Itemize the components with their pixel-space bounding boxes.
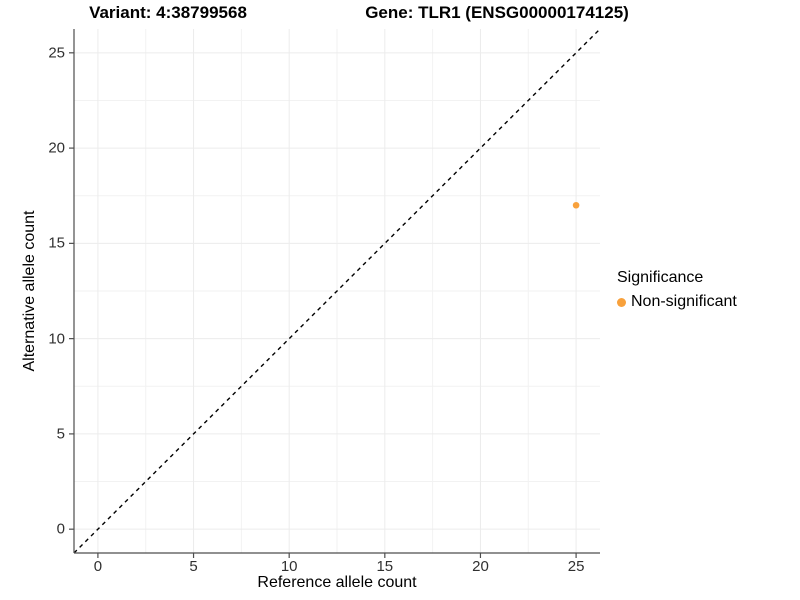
y-tick-label: 15 [48, 234, 65, 252]
y-tick-label: 20 [48, 139, 65, 157]
y-tick-label: 5 [56, 425, 65, 443]
y-tick-label: 10 [48, 330, 65, 348]
legend-item-non-significant: Non-significant [617, 293, 737, 311]
orange-circle-icon [617, 297, 626, 307]
x-axis-label: Reference allele count [257, 574, 417, 591]
x-tick-label: 0 [93, 558, 103, 575]
x-tick-label: 5 [189, 558, 198, 575]
x-tick-label: 25 [567, 558, 585, 575]
gene-title: Gene: TLR1 (ENSG00000174125) [365, 3, 629, 22]
x-tick-label: 10 [280, 558, 298, 575]
legend: Significance Non-significant [617, 269, 737, 311]
y-axis-label: Alternative allele count [21, 210, 38, 372]
data-point [572, 201, 580, 209]
x-tick-label: 15 [376, 558, 394, 575]
variant-title: Variant: 4:38799568 [89, 3, 247, 22]
y-tick-label: 0 [56, 520, 65, 538]
identity-dashed-line [73, 28, 601, 554]
y-tick-label: 25 [48, 44, 65, 62]
legend-item-label: Non-significant [631, 293, 737, 310]
x-tick-label: 20 [472, 558, 489, 575]
legend-title: Significance [617, 269, 704, 286]
